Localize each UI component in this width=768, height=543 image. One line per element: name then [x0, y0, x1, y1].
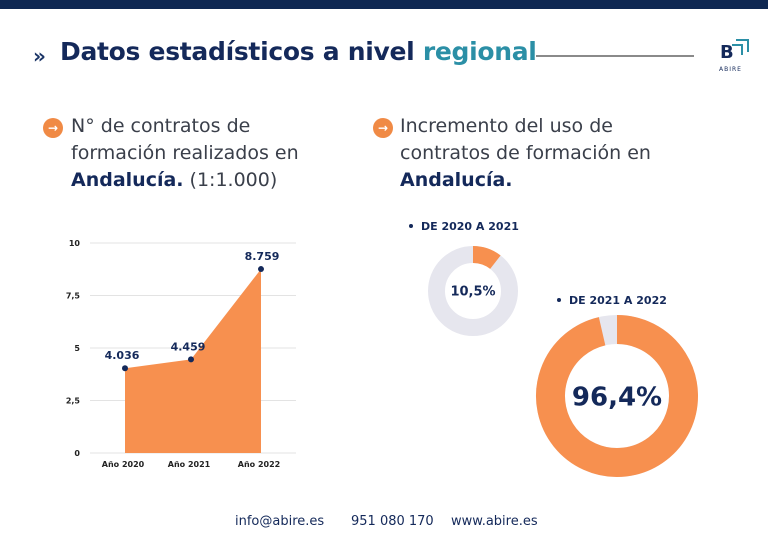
donut-2021-2022-value-slice	[536, 315, 698, 477]
title-accent: regional	[422, 37, 537, 66]
y-tick-label: 10	[69, 239, 81, 248]
left-panel-line1: N° de contratos de	[71, 115, 251, 137]
y-tick-label: 5	[74, 344, 80, 353]
donut-2021-2022-value-label: 96,4%	[572, 382, 662, 412]
y-tick-label: 7,5	[66, 292, 81, 301]
logo-word: ABIRE	[719, 66, 742, 73]
logo-letter: B	[720, 42, 734, 63]
abire-logo: B ABIRE	[716, 36, 752, 76]
data-label: 4.459	[171, 340, 206, 353]
page-title: Datos estadísticos a nivel regional	[60, 37, 537, 66]
donut-2020-2021-value-label: 10,5%	[450, 285, 495, 300]
data-point	[188, 356, 194, 363]
data-point	[258, 266, 264, 273]
data-label: 8.759	[245, 250, 280, 263]
y-tick-label: 2,5	[66, 397, 81, 406]
right-panel-title: Incremento del uso de contratos de forma…	[400, 113, 651, 194]
data-point	[122, 365, 128, 372]
title-main: Datos estadísticos a nivel	[60, 37, 423, 66]
x-tick-label: Año 2021	[168, 460, 211, 469]
x-tick-label: Año 2020	[102, 460, 145, 469]
logo-mark-icon	[732, 39, 749, 55]
donut-2021-2022-title: DE 2021 A 2022	[569, 294, 667, 307]
right-panel-line3: Andalucía.	[400, 167, 651, 194]
donut-2020-2021-title: DE 2020 A 2021	[421, 220, 519, 233]
left-panel-title: N° de contratos de formación realizados …	[71, 113, 299, 194]
footer-phone[interactable]: 951 080 170	[351, 514, 434, 529]
x-tick-label: Año 2022	[238, 460, 280, 469]
right-panel-line2: contratos de formación en	[400, 142, 651, 164]
right-panel-region: Andalucía.	[400, 169, 513, 191]
y-tick-label: 0	[74, 449, 80, 458]
top-bar	[0, 0, 768, 9]
right-panel-line1: Incremento del uso de	[400, 115, 613, 137]
footer-web[interactable]: www.abire.es	[451, 514, 538, 529]
left-panel-region: Andalucía.	[71, 169, 184, 191]
arrow-right-icon: →	[43, 118, 63, 138]
donut-2021-2022-legend-bullet	[557, 298, 561, 302]
footer-email[interactable]: info@abire.es	[235, 514, 325, 529]
header-divider	[536, 55, 694, 57]
data-label: 4.036	[105, 349, 140, 362]
donut-2020-2021-legend-bullet	[409, 224, 413, 228]
donut-2020-2021-value-slice	[472, 246, 501, 270]
left-panel-scale: (1:1.000)	[183, 169, 278, 191]
left-panel-line2: formación realizados en	[71, 142, 299, 164]
left-panel-line3: Andalucía. (1:1.000)	[71, 167, 299, 194]
arrow-right-icon: →	[373, 118, 393, 138]
